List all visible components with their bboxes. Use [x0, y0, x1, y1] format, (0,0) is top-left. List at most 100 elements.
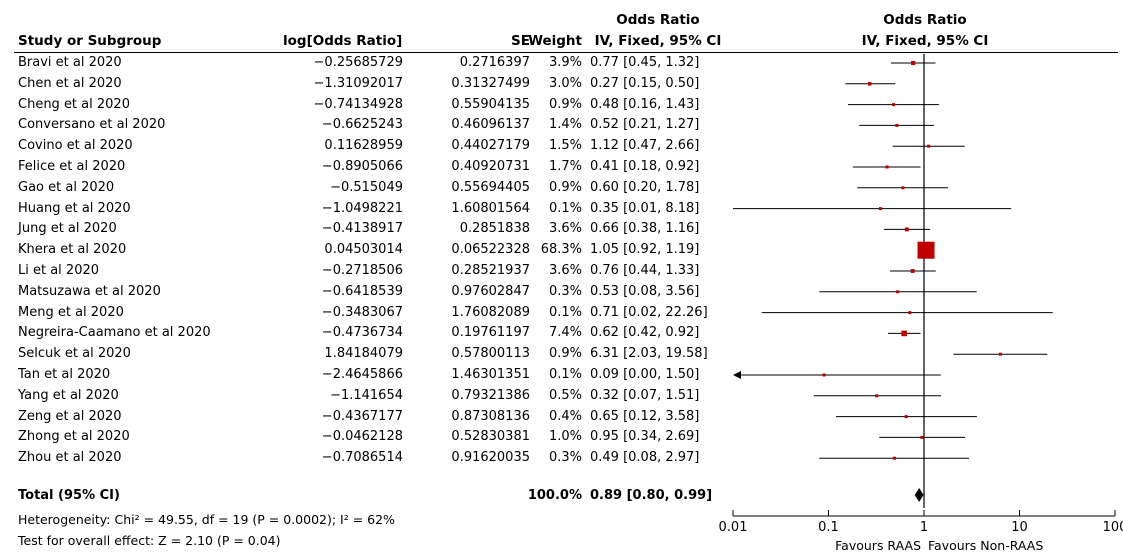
study-se: 0.57800113 — [451, 346, 530, 362]
study-weight: 1.5% — [548, 138, 582, 154]
study-se: 0.44027179 — [451, 138, 530, 154]
study-marker — [917, 241, 935, 259]
study-se: 0.31327499 — [451, 75, 530, 91]
study-marker — [892, 456, 896, 460]
study-ci-text: 0.52 [0.21, 1.27] — [590, 117, 700, 133]
study-se: 0.97602847 — [451, 283, 530, 299]
study-se: 0.28521937 — [451, 263, 530, 278]
study-ci-text: 0.09 [0.00, 1.50] — [590, 367, 700, 382]
study-weight: 3.6% — [548, 221, 582, 237]
study-logor: −1.141654 — [330, 387, 403, 403]
study-weight: 0.1% — [548, 200, 582, 216]
study-name: Chen et al 2020 — [18, 75, 122, 91]
overall-effect-text: Test for overall effect: Z = 2.10 (P = 0… — [18, 533, 281, 548]
study-logor: −0.7086514 — [321, 450, 403, 466]
study-weight: 0.3% — [548, 283, 582, 299]
study-name: Khera et al 2020 — [18, 242, 127, 258]
study-marker — [904, 227, 909, 232]
study-logor: 1.84184079 — [324, 346, 403, 362]
header-plot-sub: IV, Fixed, 95% CI — [861, 33, 989, 49]
header-or-top: Odds Ratio — [616, 12, 700, 28]
study-ci-text: 6.31 [2.03, 19.58] — [590, 346, 708, 362]
study-name: Gao et al 2020 — [18, 179, 115, 195]
study-weight: 0.1% — [548, 367, 582, 382]
study-ci-text: 0.76 [0.44, 1.33] — [590, 263, 700, 278]
study-name: Zhou et al 2020 — [18, 450, 122, 466]
total-label: Total (95% CI) — [18, 488, 120, 503]
study-ci-text: 0.66 [0.38, 1.16] — [590, 221, 700, 237]
header-logor: log[Odds Ratio] — [283, 33, 403, 49]
study-weight: 3.9% — [548, 55, 582, 70]
study-logor: −0.4736734 — [321, 325, 403, 341]
study-ci-text: 0.35 [0.01, 8.18] — [590, 200, 700, 216]
study-name: Li et al 2020 — [18, 263, 100, 278]
study-weight: 1.4% — [548, 117, 582, 133]
study-ci-text: 0.77 [0.45, 1.32] — [590, 55, 700, 70]
study-logor: −2.4645866 — [321, 367, 403, 382]
header-se: SE — [511, 33, 530, 49]
study-ci-text: 0.95 [0.34, 2.69] — [590, 429, 700, 445]
study-marker — [878, 207, 882, 211]
study-se: 1.60801564 — [451, 200, 530, 216]
study-ci-text: 0.48 [0.16, 1.43] — [590, 96, 700, 112]
study-name: Yang et al 2020 — [18, 387, 119, 403]
total-weight: 100.0% — [527, 488, 582, 503]
study-marker — [885, 165, 889, 169]
x-tick-label: 0.1 — [818, 520, 839, 535]
study-ci-text: 0.49 [0.08, 2.97] — [590, 450, 700, 466]
study-logor: −0.3483067 — [321, 304, 403, 320]
study-ci-text: 1.05 [0.92, 1.19] — [590, 242, 700, 258]
study-se: 1.76082089 — [451, 304, 530, 320]
study-se: 0.06522328 — [451, 242, 530, 258]
study-se: 0.55694405 — [451, 179, 530, 195]
study-ci-text: 0.53 [0.08, 3.56] — [590, 283, 700, 299]
favours-left-label: Favours RAAS — [835, 538, 921, 553]
study-weight: 0.9% — [548, 346, 582, 362]
study-ci-text: 0.60 [0.20, 1.78] — [590, 179, 700, 195]
study-ci-text: 0.71 [0.02, 22.26] — [590, 304, 708, 320]
study-logor: −0.25685729 — [313, 55, 403, 70]
pooled-diamond — [914, 488, 924, 502]
study-marker — [920, 435, 924, 439]
study-weight: 0.9% — [548, 96, 582, 112]
study-logor: −0.6625243 — [321, 117, 403, 133]
study-weight: 0.1% — [548, 304, 582, 320]
study-logor: −0.0462128 — [321, 429, 403, 445]
x-tick-label: 10 — [1011, 520, 1028, 535]
study-name: Conversano et al 2020 — [18, 117, 166, 133]
study-ci-text: 0.41 [0.18, 0.92] — [590, 159, 700, 174]
study-marker — [896, 290, 900, 294]
study-weight: 0.3% — [548, 450, 582, 466]
study-marker — [908, 311, 912, 315]
x-tick-label: 1 — [920, 520, 928, 535]
study-name: Jung et al 2020 — [18, 221, 117, 237]
study-marker — [910, 269, 915, 273]
study-name: Negreira-Caamano et al 2020 — [18, 325, 211, 341]
study-marker — [901, 186, 905, 190]
study-name: Bravi et al 2020 — [18, 55, 122, 70]
study-logor: −0.4367177 — [321, 408, 403, 424]
study-se: 0.87308136 — [451, 408, 530, 424]
header-rule — [14, 52, 1118, 53]
study-marker — [892, 103, 896, 107]
study-se: 1.46301351 — [451, 367, 530, 382]
favours-right-label: Favours Non-RAAS — [928, 538, 1043, 553]
total-ci-text: 0.89 [0.80, 0.99] — [590, 488, 713, 503]
study-logor: −1.0498221 — [321, 200, 403, 216]
study-se: 0.52830381 — [451, 429, 530, 445]
study-marker — [867, 82, 872, 86]
study-logor: −0.4138917 — [321, 221, 403, 237]
study-ci-text: 0.32 [0.07, 1.51] — [590, 387, 700, 403]
study-se: 0.40920731 — [451, 159, 530, 174]
x-tick-label: 100 — [1103, 520, 1123, 535]
study-name: Cheng et al 2020 — [18, 96, 130, 112]
study-se: 0.2716397 — [459, 55, 530, 70]
study-name: Felice et al 2020 — [18, 159, 126, 174]
study-name: Tan et al 2020 — [18, 367, 111, 382]
study-marker — [998, 352, 1002, 356]
study-marker — [911, 60, 916, 66]
study-logor: 0.11628959 — [324, 138, 403, 154]
study-marker — [904, 415, 908, 419]
study-marker — [901, 330, 907, 337]
